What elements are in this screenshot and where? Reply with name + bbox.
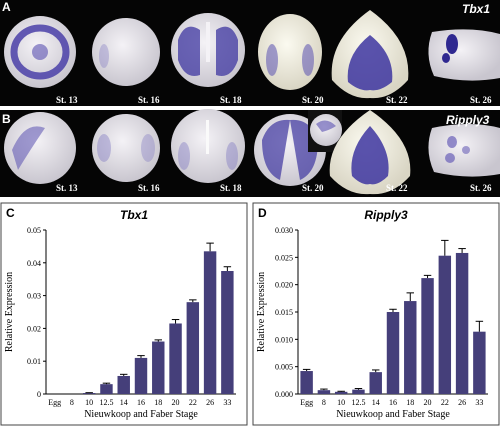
x-tick-label: 14: [372, 398, 380, 407]
embryo-strip-b: [0, 110, 500, 197]
y-tick-label: 0.020: [275, 281, 293, 290]
x-tick-label: 33: [223, 398, 231, 407]
bar-33: [221, 271, 234, 394]
bar-33: [473, 331, 486, 394]
x-tick-label: 22: [441, 398, 449, 407]
embryo-a-st26: [428, 29, 500, 81]
stage-label-b-3: St. 18: [220, 183, 242, 193]
chart-frame: [252, 202, 500, 426]
embryo-b-st20: [254, 110, 342, 186]
y-axis-label: Relative Expression: [4, 272, 15, 352]
x-tick-label: 14: [120, 398, 128, 407]
y-tick-label: 0.04: [27, 259, 41, 268]
x-tick-label: 8: [70, 398, 74, 407]
x-tick-label: 26: [458, 398, 466, 407]
bar-16: [386, 312, 400, 394]
bar-22: [438, 255, 452, 394]
x-tick-label: 18: [406, 398, 414, 407]
chart-frame: [0, 202, 248, 426]
y-tick-label: 0: [37, 390, 41, 399]
x-tick-label: 16: [137, 398, 145, 407]
y-tick-label: 0.05: [27, 226, 41, 235]
x-tick-label: 10: [85, 398, 93, 407]
embryo-a-st22: [331, 10, 409, 99]
embryo-b-st13: [4, 112, 76, 184]
stage-label-a-4: St. 20: [302, 95, 324, 105]
y-tick-label: 0.01: [27, 357, 41, 366]
y-tick-label: 0.010: [275, 335, 293, 344]
embryo-images: [4, 10, 500, 195]
x-axis-label: Nieuwkoop and Faber Stage: [84, 409, 198, 420]
bar-14: [117, 375, 130, 394]
x-axis-label: Nieuwkoop and Faber Stage: [336, 409, 450, 420]
x-tick-label: 12.5: [99, 398, 113, 407]
bar-10: [82, 393, 96, 394]
bar-26: [203, 251, 217, 394]
bar-18: [404, 301, 417, 394]
y-tick-label: 0.02: [27, 324, 41, 333]
stage-label-a-3: St. 18: [220, 95, 242, 105]
panel-letter-c: C: [6, 206, 15, 220]
y-tick-label: 0.03: [27, 292, 41, 301]
bar-26: [455, 252, 469, 394]
bar-12.5: [100, 384, 113, 394]
bar-14: [369, 372, 382, 394]
embryo-b-st16: [92, 114, 160, 182]
stage-label-a-1: St. 13: [56, 95, 78, 105]
chart-title: Tbx1: [120, 208, 148, 222]
chart-panel-d: D Ripply3 0.000 0.005 0.010 0.015 0.020 0.025 0.…: [252, 202, 500, 426]
y-axis-label: Relative Expression: [256, 272, 267, 352]
bar-12.5: [352, 389, 365, 394]
bar-20: [421, 278, 434, 394]
chart-title: Ripply3: [364, 208, 408, 222]
embryo-a-st16: [92, 18, 160, 86]
panel-letter-b: B: [2, 112, 11, 126]
gene-label-a: Tbx1: [462, 2, 491, 16]
y-tick-label: 0.000: [275, 390, 293, 399]
bar-22: [186, 302, 200, 394]
x-tick-label: 20: [172, 398, 180, 407]
x-tick-label: 22: [189, 398, 197, 407]
x-tick-label: 20: [424, 398, 432, 407]
x-tick-label: 8: [322, 398, 326, 407]
panel-letter-a: A: [2, 0, 11, 14]
y-tick-label: 0.005: [275, 363, 293, 372]
bar-10: [334, 391, 348, 394]
embryo-b-st18: [171, 109, 245, 183]
x-tick-label: Egg: [300, 398, 313, 407]
stage-label-b-2: St. 16: [138, 183, 160, 193]
x-tick-label: 12.5: [351, 398, 365, 407]
chart-panel-c: C Tbx1 0 0.01 0.02 0.03 0.04 0.05 Relative Expre…: [0, 202, 248, 426]
x-tick-label: 18: [154, 398, 162, 407]
stage-label-b-1: St. 13: [56, 183, 78, 193]
stage-label-a-6: St. 26: [470, 95, 492, 105]
embryo-a-st18: [171, 13, 245, 87]
stage-label-a-5: St. 22: [386, 95, 408, 105]
embryo-a-st20: [258, 14, 322, 90]
y-tick-label: 0.030: [275, 226, 293, 235]
embryo-b-st22: [329, 110, 411, 195]
bar-8: [317, 390, 331, 394]
bar-Egg: [300, 371, 313, 394]
panel-letter-d: D: [258, 206, 267, 220]
stage-label-b-4: St. 20: [302, 183, 324, 193]
bar-20: [169, 323, 182, 394]
y-tick-label: 0.015: [275, 308, 293, 317]
stage-label-a-2: St. 16: [138, 95, 160, 105]
stage-label-b-5: St. 22: [386, 183, 408, 193]
bar-16: [134, 357, 148, 394]
embryo-b-st26: [428, 124, 500, 177]
bar-18: [152, 341, 165, 394]
gene-label-b: Ripply3: [446, 113, 490, 127]
y-tick-label: 0.025: [275, 253, 293, 262]
embryo-strip-a: [0, 0, 500, 106]
x-tick-label: 16: [389, 398, 397, 407]
x-tick-label: 26: [206, 398, 214, 407]
embryo-a-st13: [4, 16, 76, 88]
stage-label-b-6: St. 26: [470, 183, 492, 193]
x-tick-label: 33: [475, 398, 483, 407]
x-tick-label: Egg: [48, 398, 61, 407]
x-tick-label: 10: [337, 398, 345, 407]
